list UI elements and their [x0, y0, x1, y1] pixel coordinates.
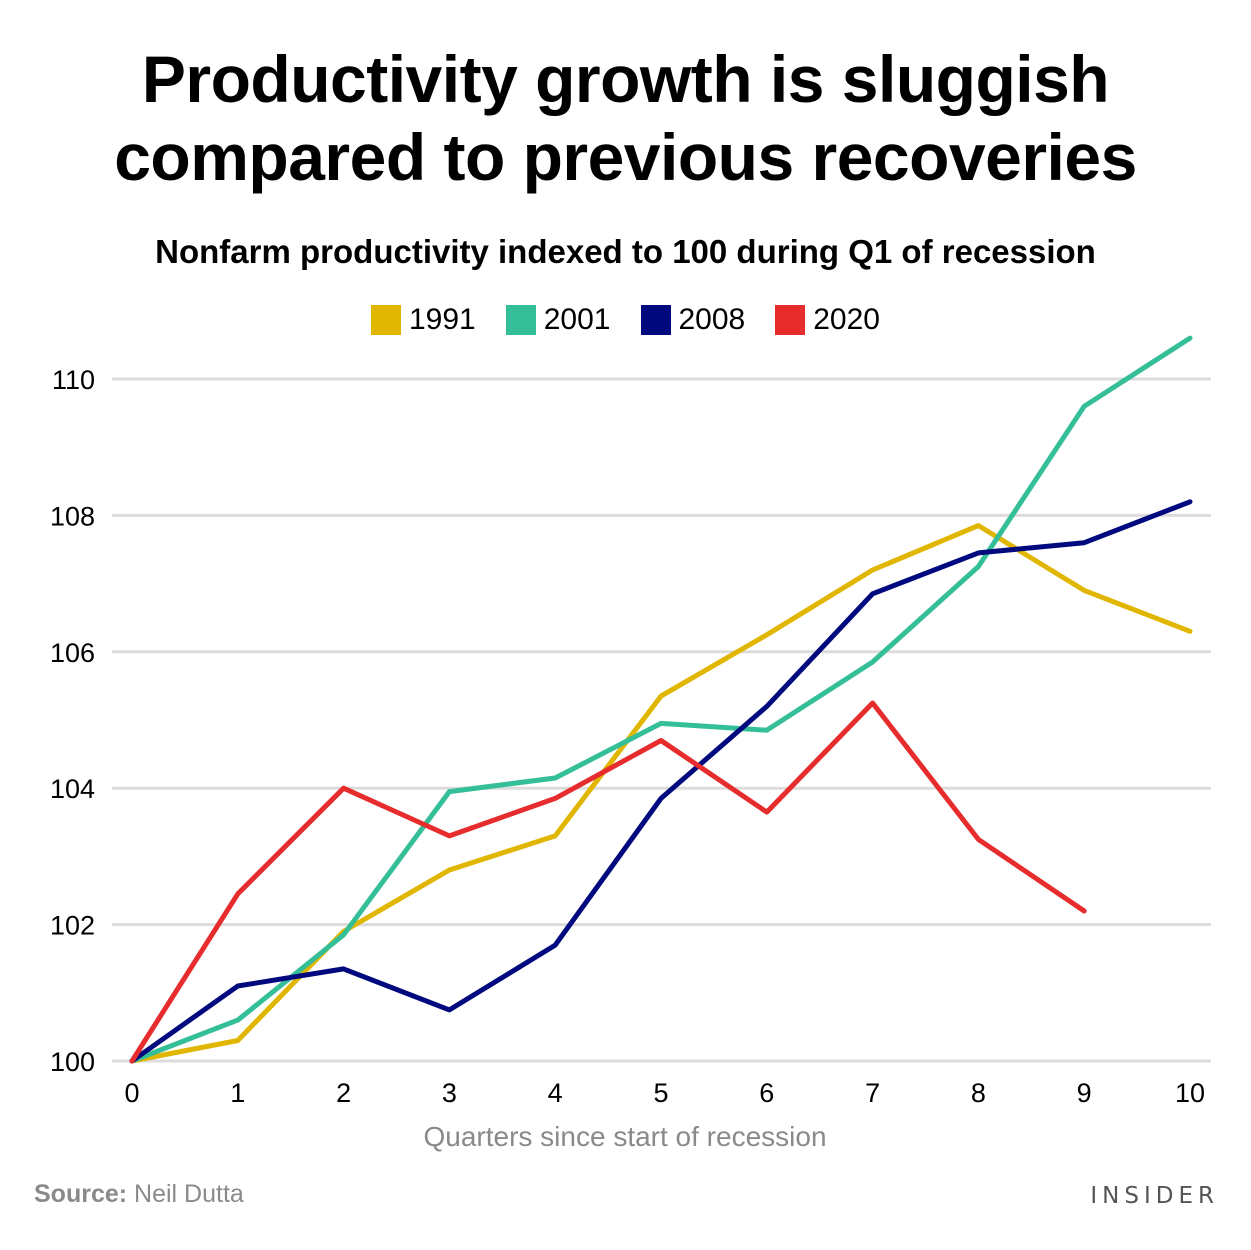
legend: 1991 2001 2008 2020 — [0, 302, 1251, 338]
series-line-1991 — [129, 523, 1193, 1064]
title-line-2: compared to previous recoveries — [114, 120, 1137, 194]
x-tick-label-1: 1 — [230, 1078, 245, 1108]
x-tick-label-10: 10 — [1175, 1078, 1205, 1108]
legend-item-2020: 2020 — [775, 302, 880, 338]
y-tick-label-104: 104 — [50, 774, 95, 804]
y-tick-label-106: 106 — [50, 638, 95, 668]
legend-label-2020: 2020 — [813, 303, 880, 336]
y-tick-label-102: 102 — [50, 911, 95, 941]
legend-label-1991: 1991 — [409, 303, 476, 336]
source-text: Neil Dutta — [134, 1180, 244, 1208]
legend-label-2001: 2001 — [543, 303, 611, 336]
chart-title: Productivity growth is sluggish compared… — [0, 40, 1251, 196]
legend-swatch-2008 — [640, 305, 671, 335]
legend-label-2008: 2008 — [678, 303, 746, 336]
legend-swatch-2001 — [505, 305, 536, 335]
series-line-2020 — [129, 700, 1087, 1064]
x-tick-label-8: 8 — [971, 1078, 986, 1108]
source-label: Source: — [34, 1180, 128, 1208]
series-line-2001 — [129, 335, 1193, 1064]
source-note: Source: Neil Dutta — [34, 1180, 244, 1209]
legend-item-2008: 2008 — [640, 302, 746, 338]
legend-swatch-2020 — [775, 305, 806, 335]
y-tick-label-110: 110 — [52, 365, 95, 395]
brand-logo: INSIDER — [1090, 1183, 1219, 1209]
legend-item-2001: 2001 — [505, 302, 611, 338]
title-line-1: Productivity growth is sluggish — [141, 42, 1110, 116]
x-tick-label-9: 9 — [1077, 1078, 1092, 1108]
x-tick-label-6: 6 — [759, 1078, 774, 1108]
chart-subtitle: Nonfarm productivity indexed to 100 duri… — [155, 233, 1096, 270]
legend-item-1991: 1991 — [371, 302, 476, 338]
x-tick-label-2: 2 — [336, 1078, 351, 1108]
x-tick-label-7: 7 — [865, 1078, 880, 1108]
x-tick-label-4: 4 — [548, 1078, 563, 1108]
x-tick-label-3: 3 — [442, 1078, 457, 1108]
x-axis-label: Quarters since start of recession — [423, 1121, 826, 1152]
y-tick-label-100: 100 — [50, 1047, 95, 1077]
series-line-2008 — [129, 499, 1193, 1064]
x-tick-label-0: 0 — [124, 1078, 139, 1108]
y-tick-label-108: 108 — [50, 501, 95, 531]
legend-swatch-1991 — [371, 305, 401, 335]
x-tick-label-5: 5 — [653, 1078, 668, 1108]
